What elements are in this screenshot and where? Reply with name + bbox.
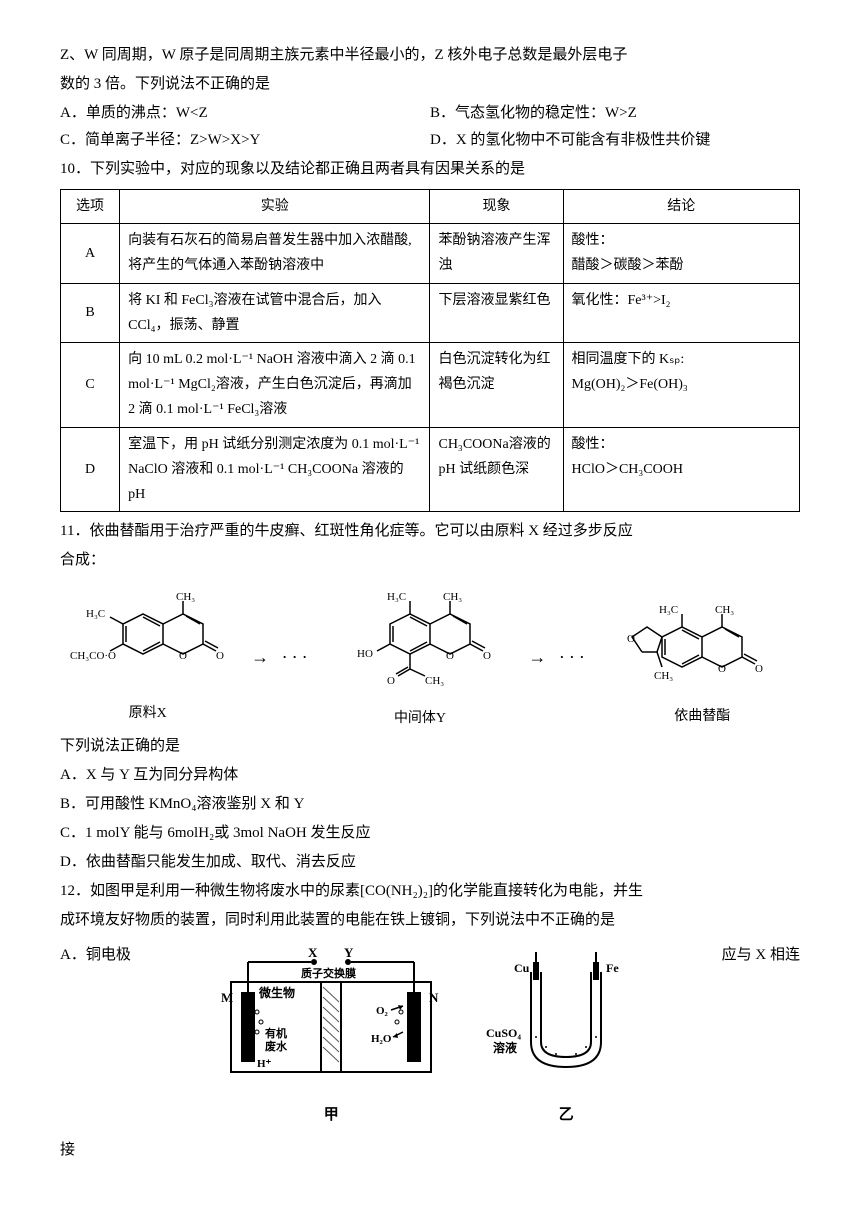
table-row: A 向装有石灰石的简易启普发生器中加入浓醋酸,将产生的气体通入苯酚钠溶液中 苯酚… [61,224,800,283]
label-membrane: 质子交换膜 [301,966,356,980]
q12-stem2: 成环境友好物质的装置，同时利用此装置的电能在铁上镀铜，下列说法中不正确的是 [60,907,800,934]
reaction-arrow-1: → ··· [251,641,311,673]
q9-opt-a: A．单质的沸点：W<Z [60,100,430,127]
q11-post: 下列说法正确的是 [60,733,800,760]
svg-text:CH₃: CH₃ [176,591,195,603]
row-b-opt: B [61,283,120,342]
svg-text:CH₃: CH₃ [425,675,444,687]
row-a-opt: A [61,224,120,283]
svg-text:CH₃: CH₃ [654,670,673,682]
svg-text:CH₃: CH₃ [715,604,734,616]
molecule-x-label: 原料X [68,701,228,726]
svg-text:O: O [627,633,635,645]
label-N: N [429,990,439,1005]
row-b-conc: 氧化性：Fe³⁺>I₂ [563,283,800,342]
svg-text:CH₃CO·O: CH₃CO·O [70,650,116,662]
svg-text:H₃C: H₃C [86,608,105,620]
diagram-yi-svg: Cu Fe CuSO₄ 溶液 [481,942,651,1092]
svg-text:H₃C: H₃C [387,591,406,603]
svg-text:O: O [179,650,187,662]
q9-line2: 数的 3 倍。下列说法不正确的是 [60,71,800,98]
label-X: X [308,945,318,960]
diagram-jia: M N X Y 微生物 质子交换膜 有机 废水 H⁺ O₂ H₂O [201,942,461,1129]
svg-text:O: O [216,650,224,662]
label-M: M [221,990,233,1005]
table-row: B 将 KI 和 FeCl₃溶液在试管中混合后，加入 CCl₄，振荡、静置 下层… [61,283,800,342]
label-O2: O₂ [376,1005,389,1017]
row-a-conc: 酸性： 醋酸＞碳酸＞苯酚 [563,224,800,283]
row-d-conc: 酸性： HClO＞CH₃COOH [563,427,800,512]
svg-text:H₃C: H₃C [659,604,678,616]
row-c-conc: 相同温度下的 Kₛₚ: Mg(OH)₂＞Fe(OH)₃ [563,342,800,427]
q12-opt-a-tail: 接 [60,1137,800,1164]
diagram-yi-caption: 乙 [481,1102,651,1129]
q12-diagrams: M N X Y 微生物 质子交换膜 有机 废水 H⁺ O₂ H₂O [131,942,722,1129]
row-a-exp: 向装有石灰石的简易启普发生器中加入浓醋酸,将产生的气体通入苯酚钠溶液中 [120,224,430,283]
table-row: C 向 10 mL 0.2 mol·L⁻¹ NaOH 溶液中滴入 2 滴 0.1… [61,342,800,427]
molecule-product-label: 依曲替酯 [612,704,792,729]
q12-opt-a-left: A．铜电极 [60,942,131,969]
row-c-phen: 白色沉淀转化为红褐色沉淀 [430,342,563,427]
q11-stem1: 11．依曲替酯用于治疗严重的牛皮癣、红斑性角化症等。它可以由原料 X 经过多步反… [60,518,800,545]
q12-figure-row: A．铜电极 [60,942,800,1129]
diagram-jia-svg: M N X Y 微生物 质子交换膜 有机 废水 H⁺ O₂ H₂O [201,942,461,1092]
row-b-exp: 将 KI 和 FeCl₃溶液在试管中混合后，加入 CCl₄，振荡、静置 [120,283,430,342]
q11-stem2: 合成： [60,547,800,574]
row-d-opt: D [61,427,120,512]
q10-stem: 10．下列实验中，对应的现象以及结论都正确且两者具有因果关系的是 [60,156,800,183]
table-header-row: 选项 实验 现象 结论 [61,190,800,224]
q11-opt-c: C．1 molY 能与 6molH₂或 3mol NaOH 发生反应 [60,820,800,847]
molecule-y-svg: O O CH₃ H₃C HO O CH₃ [335,584,505,704]
svg-text:O: O [755,663,763,675]
th-phenomenon: 现象 [430,190,563,224]
label-H2O: H₂O [371,1033,392,1045]
q9-opt-d: D．X 的氢化物中不可能含有非极性共价键 [430,127,800,154]
label-solution: 溶液 [493,1040,517,1055]
label-organic: 有机 [265,1026,287,1040]
label-Y: Y [344,945,354,960]
svg-text:O: O [483,650,491,662]
label-Fe: Fe [606,961,619,975]
th-conclusion: 结论 [563,190,800,224]
q11-opt-a: A．X 与 Y 互为同分异构体 [60,762,800,789]
label-Cu: Cu [514,961,530,975]
diagram-jia-caption: 甲 [201,1102,461,1129]
row-d-exp: 室温下，用 pH 试纸分别测定浓度为 0.1 mol·L⁻¹ NaClO 溶液和… [120,427,430,512]
th-experiment: 实验 [120,190,430,224]
molecule-x-svg: O O CH₃ H₃C CH₃CO·O [68,589,228,699]
row-c-exp: 向 10 mL 0.2 mol·L⁻¹ NaOH 溶液中滴入 2 滴 0.1 m… [120,342,430,427]
q10-table: 选项 实验 现象 结论 A 向装有石灰石的简易启普发生器中加入浓醋酸,将产生的气… [60,189,800,512]
row-c-opt: C [61,342,120,427]
svg-text:HO: HO [357,648,373,660]
q12-stem1: 12．如图甲是利用一种微生物将废水中的尿素[CO(NH₂)₂]的化学能直接转化为… [60,878,800,905]
svg-text:O: O [387,675,395,687]
q9-opt-c: C．简单离子半径：Z>W>X>Y [60,127,430,154]
q12-opt-a-right: 应与 X 相连 [722,942,800,969]
reaction-arrow-2: → ··· [528,641,588,673]
molecule-product-svg: O O O CH₃ H₃C CH₃ [612,587,792,702]
q9-line1: Z、W 同周期，W 原子是同周期主族元素中半径最小的，Z 核外电子总数是最外层电… [60,42,800,69]
th-option: 选项 [61,190,120,224]
molecule-y: O O CH₃ H₃C HO O CH₃ 中间体Y [335,584,505,731]
molecule-y-label: 中间体Y [335,706,505,731]
label-micro: 微生物 [258,985,295,1000]
row-d-phen: CH₃COONa溶液的pH 试纸颜色深 [430,427,563,512]
label-CuSO4: CuSO₄ [486,1026,521,1040]
svg-text:O: O [718,663,726,675]
q11-opt-b: B．可用酸性 KMnO₄溶液鉴别 X 和 Y [60,791,800,818]
diagram-yi: Cu Fe CuSO₄ 溶液 乙 [481,942,651,1129]
q11-structures-row: O O CH₃ H₃C CH₃CO·O 原料X → ··· [60,584,800,731]
q11-opt-d: D．依曲替酯只能发生加成、取代、消去反应 [60,849,800,876]
molecule-x: O O CH₃ H₃C CH₃CO·O 原料X [68,589,228,726]
row-b-phen: 下层溶液显紫红色 [430,283,563,342]
table-row: D 室温下，用 pH 试纸分别测定浓度为 0.1 mol·L⁻¹ NaClO 溶… [61,427,800,512]
q9-options: A．单质的沸点：W<Z B．气态氢化物的稳定性：W>Z C．简单离子半径：Z>W… [60,100,800,154]
molecule-product: O O O CH₃ H₃C CH₃ 依曲替酯 [612,587,792,729]
label-Hplus: H⁺ [257,1058,272,1070]
svg-text:O: O [446,650,454,662]
q9-opt-b: B．气态氢化物的稳定性：W>Z [430,100,800,127]
row-a-phen: 苯酚钠溶液产生浑浊 [430,224,563,283]
label-waste: 废水 [265,1039,288,1053]
svg-text:CH₃: CH₃ [443,591,462,603]
